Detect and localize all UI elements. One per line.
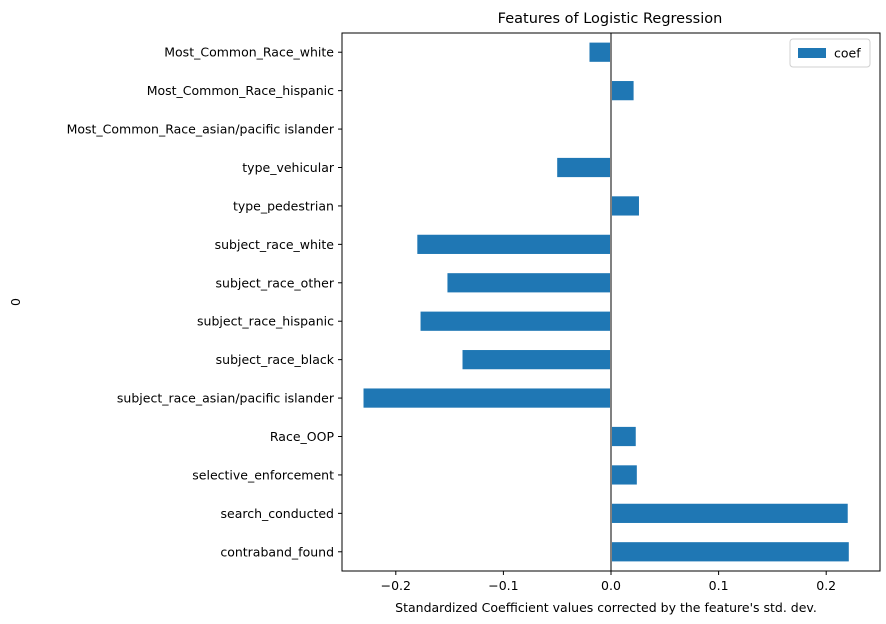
- y-tick-label-6: subject_race_other: [216, 275, 335, 290]
- x-axis-label: Standardized Coefficient values correcte…: [395, 600, 817, 615]
- y-tick-label-0: Most_Common_Race_white: [164, 45, 334, 60]
- x-tick-label-0: −0.2: [381, 578, 411, 593]
- plot-area: Most_Common_Race_white Most_Common_Race_h…: [67, 32, 881, 593]
- y-tick-label-10: Race_OOP: [270, 429, 335, 444]
- bar-6: [447, 273, 611, 293]
- x-tick-label-2: 0.0: [601, 578, 621, 593]
- bar-11: [611, 465, 637, 485]
- x-tick-label-4: 0.2: [816, 578, 836, 593]
- bar-8: [462, 350, 611, 370]
- bar-4: [611, 196, 639, 216]
- bar-5: [417, 234, 611, 254]
- y-tick-label-13: contraband_found: [220, 544, 334, 559]
- bar-10: [611, 426, 636, 447]
- y-tick-label-5: subject_race_white: [215, 237, 335, 252]
- y-tick-label-3: type_vehicular: [242, 160, 335, 175]
- bar-0: [589, 42, 611, 62]
- x-tick-label-1: −0.1: [488, 578, 518, 593]
- bar-1: [611, 81, 634, 101]
- y-tick-label-9: subject_race_asian/pacific islander: [117, 391, 335, 406]
- axes-frame: [341, 32, 881, 572]
- bar-12: [611, 503, 848, 523]
- bar-13: [611, 542, 849, 562]
- chart-title: Features of Logistic Regression: [498, 11, 723, 27]
- y-tick-label-8: subject_race_black: [216, 352, 335, 367]
- bar-9: [363, 388, 611, 408]
- legend-label-coef: coef: [834, 46, 861, 61]
- y-tick-label-12: search_conducted: [221, 506, 334, 521]
- x-tick-label-3: 0.1: [709, 578, 729, 593]
- bar-3: [557, 157, 611, 178]
- y-tick-label-4: type_pedestrian: [233, 198, 334, 213]
- y-tick-label-7: subject_race_hispanic: [197, 314, 334, 329]
- y-tick-label-11: selective_enforcement: [192, 467, 334, 482]
- y-axis-label: 0: [8, 298, 23, 306]
- legend-swatch-coef: [798, 48, 826, 58]
- legend-box: [789, 38, 871, 68]
- y-tick-label-2: Most_Common_Race_asian/pacific islander: [67, 122, 335, 137]
- bar-7: [420, 311, 611, 331]
- y-tick-label-1: Most_Common_Race_hispanic: [147, 83, 334, 98]
